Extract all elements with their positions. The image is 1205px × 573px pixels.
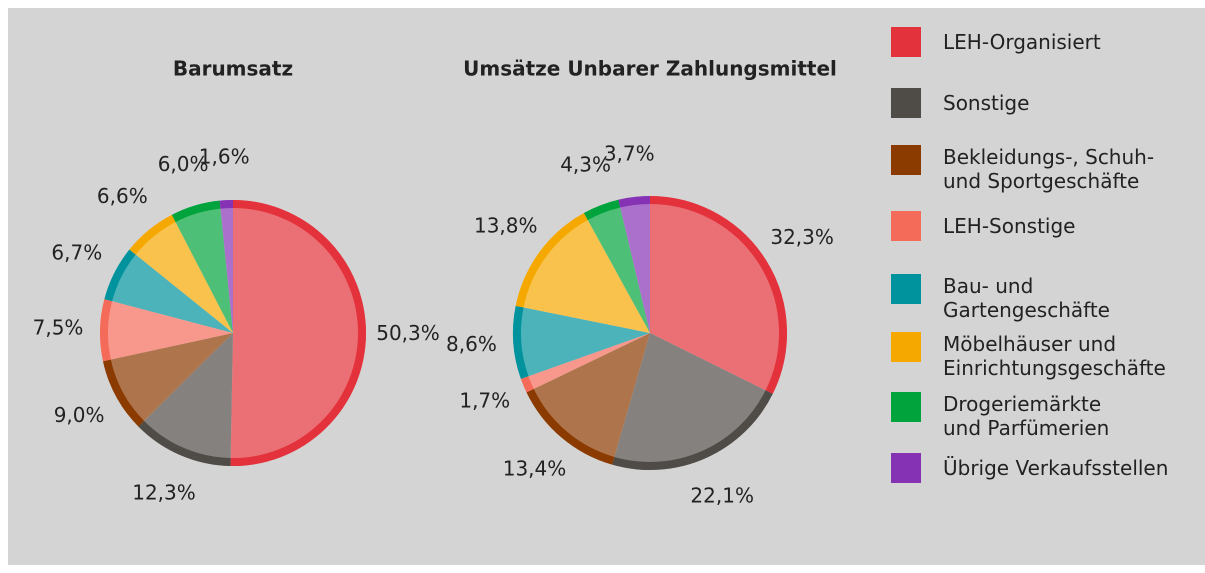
data-label: 50,3% — [376, 321, 440, 345]
legend-item: Bekleidungs-, Schuh- und Sportgeschäfte — [891, 145, 1154, 193]
chart: Barumsatz50,3%12,3%9,0%7,5%6,7%6,6%6,0%1… — [33, 57, 837, 508]
legend-item: Möbelhäuser und Einrichtungsgeschäfte — [891, 332, 1166, 380]
legend-item: Bau- und Gartengeschäfte — [891, 274, 1110, 322]
data-label: 6,7% — [51, 241, 102, 265]
pie-slice — [99, 299, 233, 362]
pie-slice-rim — [515, 212, 588, 308]
pie-slice-rim — [171, 200, 221, 223]
legend-item: Übrige Verkaufsstellen — [891, 453, 1168, 483]
data-label: 32,3% — [770, 225, 834, 249]
pie-slice — [138, 333, 233, 466]
legend-swatch — [891, 88, 921, 118]
legend-label: Sonstige — [943, 91, 1030, 115]
pie-slice-rim — [649, 196, 787, 394]
data-label: 8,6% — [446, 332, 497, 356]
data-label: 6,6% — [97, 184, 148, 208]
data-label: 1,6% — [199, 145, 250, 169]
data-label: 13,4% — [503, 456, 567, 480]
chart-title: Umsätze Unbarer Zahlungsmittel — [463, 57, 837, 81]
legend-label: Übrige Verkaufsstellen — [943, 456, 1169, 480]
pie-slice — [513, 305, 650, 379]
legend-label: Bau- und Gartengeschäfte — [943, 274, 1110, 322]
legend-swatch — [891, 27, 921, 57]
legend-item: LEH-Sonstige — [891, 211, 1075, 241]
pie-slice — [104, 249, 234, 333]
pie-slice — [219, 200, 233, 333]
pie-slice-rim — [104, 249, 136, 302]
legend-swatch — [891, 392, 921, 422]
pie-slice — [520, 333, 650, 393]
legend-item: Drogeriemärkte und Parfümerien — [891, 392, 1109, 440]
data-label: 12,3% — [132, 480, 196, 504]
legend-swatch — [891, 274, 921, 304]
legend-item: Sonstige — [891, 88, 1029, 118]
data-label: 13,8% — [474, 214, 538, 238]
data-label: 22,1% — [690, 483, 754, 507]
legend-item: LEH-Organisiert — [891, 27, 1101, 57]
legend-label: Bekleidungs-, Schuh- und Sportgeschäfte — [943, 145, 1155, 193]
pie-slice-rim — [513, 305, 529, 379]
chart-title: Barumsatz — [173, 57, 293, 81]
legend-label: LEH-Organisiert — [943, 30, 1101, 54]
legend-swatch — [891, 332, 921, 362]
pie-slice — [618, 196, 650, 333]
legend-label: Drogeriemärkte und Parfümerien — [943, 392, 1110, 440]
legend-swatch — [891, 211, 921, 241]
legend-label: LEH-Sonstige — [943, 214, 1076, 238]
pie-slice-rim — [520, 376, 534, 393]
pie-slice-rim — [129, 214, 176, 255]
pie-slice-rim — [138, 420, 231, 466]
data-label: 4,3% — [560, 152, 611, 176]
data-label: 6,0% — [158, 152, 209, 176]
pie-slice — [583, 199, 650, 333]
pie-slice-rim — [100, 299, 113, 362]
pie-slice-rim — [103, 359, 145, 427]
pie-slice — [129, 214, 233, 333]
data-label: 1,7% — [459, 388, 510, 412]
legend-swatch — [891, 453, 921, 483]
pie-slice — [171, 200, 233, 333]
pie-slice — [103, 333, 233, 427]
legend-swatch — [891, 145, 921, 175]
pie-slice-rim — [612, 390, 773, 470]
pie-slice-rim — [526, 388, 615, 465]
legend-label: Möbelhäuser und Einrichtungsgeschäfte — [943, 332, 1166, 380]
pie-slice-rim — [230, 200, 366, 466]
data-label: 9,0% — [54, 403, 105, 427]
data-label: 7,5% — [33, 316, 84, 340]
pie-slice-rim — [219, 200, 234, 209]
pie-slice — [230, 200, 366, 466]
pie-slice-rim — [583, 199, 621, 221]
chart-area: Barumsatz 50,3% 12,3% 9,0% 7,5% 6,7% 6,6% 6,0% 1… — [8, 8, 1205, 565]
pie-slice-rim — [618, 196, 651, 208]
data-label: 3,7% — [604, 142, 655, 166]
